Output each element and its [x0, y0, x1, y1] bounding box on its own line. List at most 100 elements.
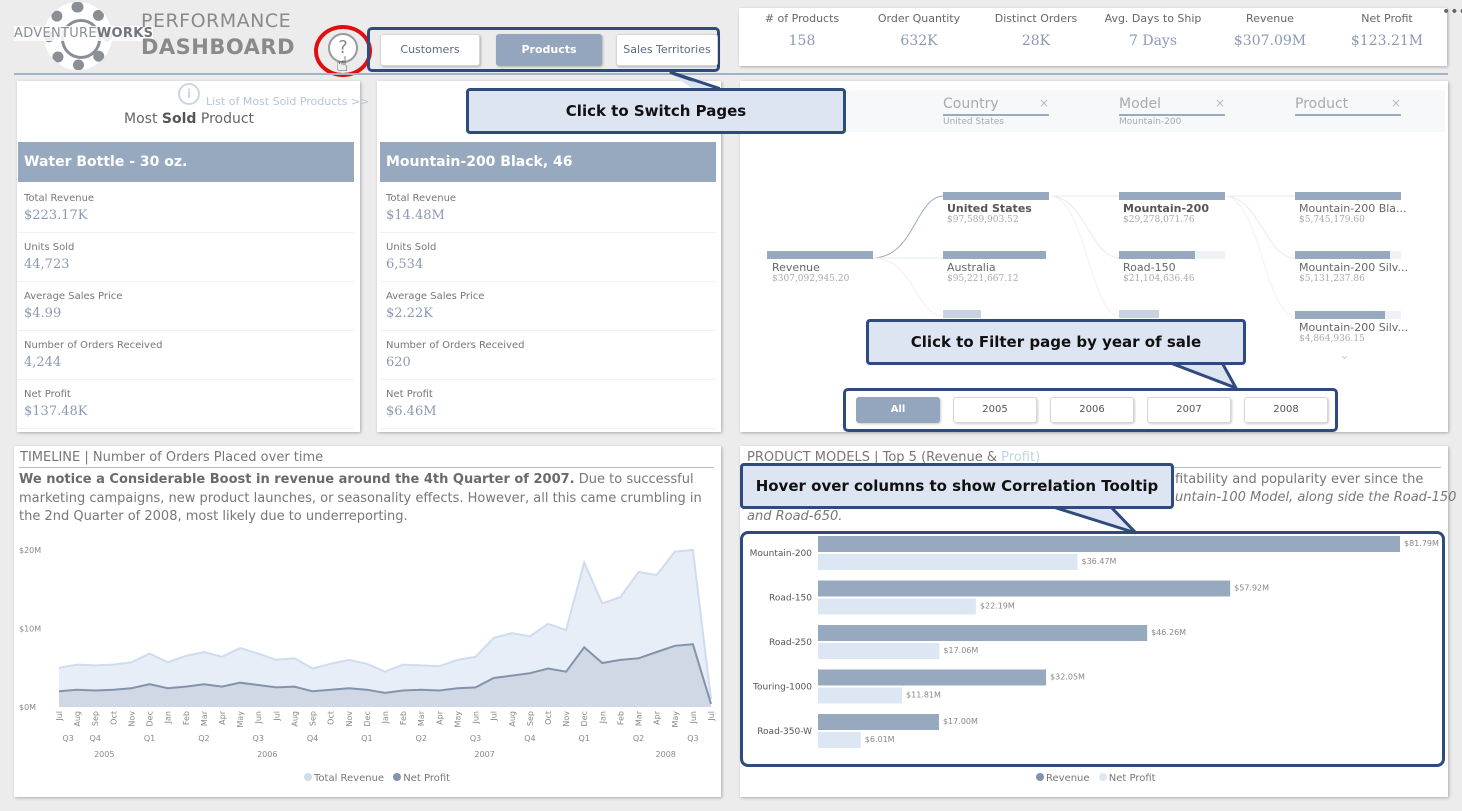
bar-revenue[interactable] [818, 625, 1148, 641]
stat-label: Net Profit [24, 389, 71, 400]
line-net-profit[interactable] [58, 643, 712, 705]
header-divider [14, 73, 1448, 75]
models-bar-chart[interactable]: Mountain-200 $81.79M $36.47M Road-150 $57.92… [742, 533, 1442, 765]
year-button-all[interactable]: All [856, 397, 940, 423]
tree-bar-product-2[interactable] [1295, 251, 1390, 259]
area-net-profit[interactable] [59, 644, 711, 707]
category-label: Road-250 [769, 638, 812, 648]
tree-bar-united-states[interactable] [943, 192, 1049, 200]
year-button-2008[interactable]: 2008 [1244, 397, 1328, 423]
tree-bar-product-1[interactable] [1295, 192, 1401, 200]
quarter-label: Q4 [307, 734, 318, 743]
stat-label: Units Sold [386, 242, 437, 253]
list-most-sold-link[interactable]: List of Most Sold Products >> [206, 95, 370, 108]
nav-customers-button[interactable]: Customers [380, 34, 480, 66]
x-tick-label: Aug [290, 711, 299, 727]
crumb-country[interactable]: Country × [943, 96, 1049, 116]
tree-bar-revenue[interactable] [767, 251, 873, 259]
legend-net-profit[interactable]: Net Profit [1108, 773, 1156, 784]
scroll-down-chevron-icon[interactable]: ⌄ [1339, 348, 1350, 363]
bar-value-label: $32.05M [1050, 673, 1085, 682]
stat-label: Number of Orders Received [386, 340, 525, 351]
tree-bar-product-3[interactable] [1295, 311, 1385, 319]
category-label: Mountain-200 [750, 549, 813, 559]
x-tick-label: Jan [164, 711, 173, 724]
x-tick-label: May [671, 711, 680, 728]
tree-bar-country-3[interactable] [943, 310, 981, 318]
bar-net-profit[interactable] [818, 687, 903, 704]
line-total-revenue[interactable] [58, 548, 712, 700]
quarter-label: Q1 [361, 734, 372, 743]
tree-node-product-3[interactable]: Mountain-200 Silv... $4,864,936.15 [1299, 321, 1408, 344]
year-button-2007[interactable]: 2007 [1147, 397, 1231, 423]
bar-net-profit[interactable] [818, 554, 1078, 570]
bar-revenue[interactable] [818, 580, 1231, 597]
x-tick-label: Jan [381, 711, 390, 724]
x-tick-label: Apr [435, 710, 444, 725]
year-button-2005[interactable]: 2005 [953, 397, 1037, 423]
tree-bar-model-3[interactable] [1119, 310, 1159, 318]
tree-node-product-1[interactable]: Mountain-200 Bla... $5,745,179.60 [1299, 202, 1407, 225]
x-tick-label: Oct [544, 711, 553, 725]
models-title: PRODUCT MODELS | Top 5 (Revenue & Profit… [747, 450, 1041, 465]
more-options-icon[interactable]: ••• [1442, 4, 1462, 20]
timeline-legend: Total Revenue Net Profit [298, 773, 450, 784]
x-tick-label: Oct [327, 711, 336, 725]
info-icon[interactable]: i [178, 83, 200, 105]
stat-value: $2.22K [386, 306, 433, 321]
legend-net-profit[interactable]: Net Profit [403, 773, 451, 784]
close-icon[interactable]: × [1214, 96, 1225, 110]
stat-value: 44,723 [24, 257, 70, 272]
stat-value: $137.48K [24, 404, 88, 419]
timeline-chart[interactable]: $0M $10M $20M Jul Aug Sep Oct Nov Dec Jan Feb Mar Ap… [14, 540, 721, 770]
x-tick-label: Dec [580, 711, 589, 726]
tree-node-revenue[interactable]: Revenue $307,092,945.20 [772, 261, 850, 284]
x-tick-label: Nov [345, 711, 354, 727]
callout-switch-pages: Click to Switch Pages [466, 88, 846, 134]
legend-revenue[interactable]: Revenue [1046, 773, 1090, 784]
x-tick-label: Jun [472, 711, 481, 725]
x-tick-label: Jul [490, 711, 499, 722]
crumb-model[interactable]: Model × [1119, 96, 1225, 116]
nav-sales-territories-button[interactable]: Sales Territories [616, 34, 718, 66]
nav-products-button[interactable]: Products [496, 34, 602, 66]
year-label: 2005 [94, 750, 114, 759]
close-icon[interactable]: × [1390, 96, 1401, 110]
tree-node-road-150[interactable]: Road-150 $21,104,636.46 [1123, 261, 1195, 284]
tree-bar-australia[interactable] [943, 251, 1046, 259]
title-line-2: DASHBOARD [141, 34, 296, 59]
x-tick-label: Aug [73, 711, 82, 727]
stat-card: Average Sales Price $2.22K [380, 285, 716, 331]
x-tick-label: Nov [562, 711, 571, 727]
tree-bar-road-150[interactable] [1119, 251, 1195, 259]
x-tick-label: Jun [254, 711, 263, 725]
legend-swatch [1098, 773, 1107, 781]
x-tick-label: Dec [146, 711, 155, 726]
tree-node-australia[interactable]: Australia $95,221,667.12 [947, 261, 1019, 284]
kpi-label: # of Products [764, 12, 840, 25]
tree-node-product-2[interactable]: Mountain-200 Silv... $5,131,237.86 [1299, 261, 1408, 284]
bar-value-label: $57.92M [1234, 584, 1269, 593]
quarter-label: Q2 [633, 734, 644, 743]
x-tick-label: Sep [526, 711, 535, 726]
logo-text: ADVENTUREWORKS [14, 26, 154, 41]
stat-label: Total Revenue [386, 193, 457, 204]
year-button-2006[interactable]: 2006 [1050, 397, 1134, 423]
crumb-product[interactable]: Product × [1295, 96, 1401, 116]
tree-node-united-states[interactable]: United States $97,589,903.52 [947, 202, 1032, 225]
kpi-value: $307.09M [1233, 33, 1307, 49]
stat-label: Number of Orders Received [24, 340, 163, 351]
bar-net-profit[interactable] [818, 732, 861, 748]
tree-bar-mountain-200[interactable] [1119, 192, 1225, 200]
bar-net-profit[interactable] [818, 598, 976, 615]
tree-node-mountain-200[interactable]: Mountain-200 $29,278,071.76 [1123, 202, 1209, 225]
bar-revenue[interactable] [818, 536, 1400, 552]
category-label: Touring-1000 [752, 683, 812, 693]
legend-total-revenue[interactable]: Total Revenue [314, 773, 385, 784]
bar-net-profit[interactable] [818, 643, 940, 659]
x-tick-label: Dec [363, 711, 372, 726]
close-icon[interactable]: × [1038, 96, 1049, 110]
bar-revenue[interactable] [818, 669, 1047, 686]
bar-revenue[interactable] [818, 714, 939, 730]
stat-value: 6,534 [386, 257, 424, 272]
